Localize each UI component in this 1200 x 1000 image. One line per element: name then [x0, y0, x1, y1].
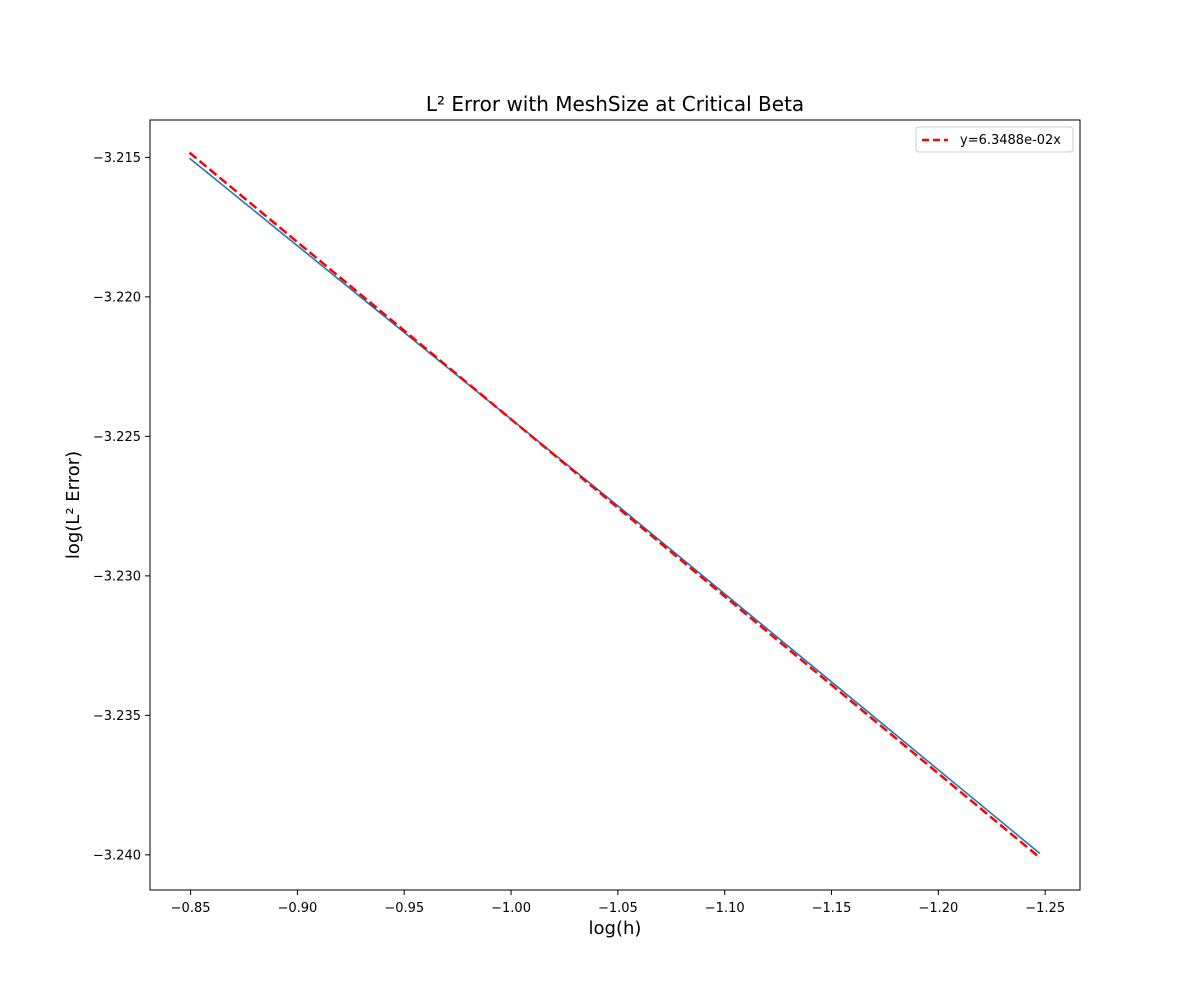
fit-line	[188, 151, 1041, 859]
series-layer	[188, 151, 1041, 859]
y-tick-label: −3.235	[93, 709, 141, 724]
x-tick-label: −1.00	[491, 901, 531, 916]
plot-frame	[149, 119, 1081, 891]
legend-label-fit-line: y=6.3488e-02x	[960, 133, 1061, 148]
legend-box	[915, 126, 1074, 153]
x-tick-label: −1.20	[918, 901, 958, 916]
x-tick-label: −0.90	[277, 901, 317, 916]
x-tick-label: −0.85	[171, 901, 211, 916]
y-tick-label: −3.220	[93, 290, 141, 305]
legend: y=6.3488e-02x	[915, 126, 1074, 153]
x-axis-label: log(h)	[589, 918, 642, 939]
y-axis: −3.215 −3.220 −3.225 −3.230 −3.235 −3.240	[93, 151, 150, 863]
x-axis: −0.85 −0.90 −0.95 −1.00 −1.05 −1.10 −1.15 −1.20…	[171, 890, 1065, 916]
x-tick-label: −1.05	[598, 901, 638, 916]
x-tick-label: −1.10	[705, 901, 745, 916]
x-tick-label: −1.25	[1025, 901, 1065, 916]
data-line	[189, 157, 1041, 855]
x-tick-label: −0.95	[384, 901, 424, 916]
chart-title: L² Error with MeshSize at Critical Beta	[426, 92, 804, 116]
y-tick-label: −3.215	[93, 151, 141, 166]
y-tick-label: −3.240	[93, 848, 141, 863]
y-tick-label: −3.230	[93, 569, 141, 584]
x-tick-label: −1.15	[812, 901, 852, 916]
y-axis-label: log(L² Error)	[63, 451, 84, 559]
y-tick-label: −3.225	[93, 430, 141, 445]
